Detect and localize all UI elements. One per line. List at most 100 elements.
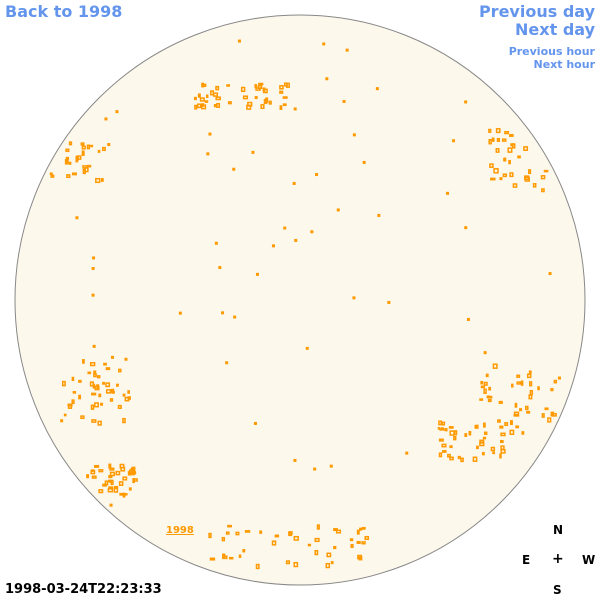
previous-hour-link[interactable]: Previous hour bbox=[508, 45, 595, 58]
next-day-link[interactable]: Next day bbox=[515, 20, 595, 39]
active-region-mark bbox=[449, 445, 453, 449]
active-region-mark bbox=[89, 381, 94, 387]
active-region-mark bbox=[499, 425, 504, 429]
active-region-mark bbox=[511, 383, 514, 388]
active-region-mark bbox=[253, 421, 257, 425]
active-region-mark bbox=[90, 404, 95, 410]
active-region-mark bbox=[127, 471, 132, 476]
active-region-mark bbox=[492, 451, 496, 455]
active-region-mark bbox=[516, 381, 522, 385]
active-region-mark bbox=[108, 486, 114, 489]
active-region-mark bbox=[322, 42, 326, 46]
active-region-mark bbox=[500, 449, 506, 454]
active-region-mark bbox=[238, 554, 242, 558]
active-region-mark bbox=[357, 554, 363, 560]
active-region-mark bbox=[214, 241, 218, 245]
back-to-year-link[interactable]: Back to 1998 bbox=[5, 2, 123, 21]
active-region-mark bbox=[201, 104, 207, 110]
active-region-mark bbox=[509, 133, 514, 137]
previous-day-link[interactable]: Previous day bbox=[478, 2, 595, 21]
active-region-mark bbox=[108, 475, 113, 479]
solar-disk bbox=[14, 14, 586, 586]
next-hour-link[interactable]: Next hour bbox=[533, 58, 596, 71]
active-region-mark bbox=[330, 561, 334, 565]
active-region-mark bbox=[86, 474, 90, 479]
active-region-mark bbox=[521, 431, 525, 435]
active-region-mark bbox=[285, 560, 291, 565]
active-region-mark bbox=[528, 370, 532, 374]
active-region-mark bbox=[528, 394, 533, 400]
active-region-mark bbox=[335, 529, 342, 534]
active-region-mark bbox=[453, 430, 458, 436]
active-region-mark bbox=[113, 485, 119, 489]
active-region-mark bbox=[204, 100, 209, 103]
active-region-mark bbox=[345, 48, 349, 52]
active-region-mark bbox=[483, 422, 486, 428]
active-region-mark bbox=[483, 381, 488, 386]
active-region-mark bbox=[282, 96, 288, 99]
active-region-mark bbox=[221, 311, 225, 315]
active-region-mark bbox=[87, 164, 92, 168]
active-region-mark bbox=[279, 85, 284, 90]
active-region-mark bbox=[501, 138, 507, 142]
active-region-mark bbox=[227, 101, 232, 105]
active-region-mark bbox=[262, 87, 266, 92]
active-region-mark bbox=[71, 376, 75, 382]
active-region-mark bbox=[279, 105, 283, 110]
active-region-mark bbox=[557, 376, 561, 380]
active-region-mark bbox=[122, 492, 126, 498]
active-region-mark bbox=[72, 391, 77, 394]
active-region-mark bbox=[361, 541, 366, 545]
active-region-mark bbox=[519, 408, 523, 412]
active-region-mark bbox=[98, 489, 104, 494]
active-region-mark bbox=[342, 99, 346, 103]
active-region-mark bbox=[472, 456, 478, 462]
active-region-mark bbox=[438, 420, 442, 426]
active-region-mark bbox=[503, 158, 506, 162]
active-region-mark bbox=[81, 150, 85, 156]
active-region-mark bbox=[509, 172, 514, 178]
active-region-mark bbox=[105, 389, 112, 394]
active-region-mark bbox=[235, 531, 240, 536]
active-region-mark bbox=[208, 532, 212, 539]
active-region-mark bbox=[468, 430, 472, 436]
active-region-mark bbox=[496, 137, 501, 142]
active-region-mark bbox=[509, 429, 515, 435]
active-region-mark bbox=[375, 87, 379, 91]
active-region-mark bbox=[225, 531, 230, 535]
active-region-mark bbox=[499, 453, 502, 459]
active-region-mark bbox=[84, 167, 89, 173]
compass-south: S bbox=[553, 583, 562, 597]
active-region-mark bbox=[107, 143, 111, 147]
active-region-mark bbox=[305, 346, 309, 350]
active-region-mark bbox=[524, 175, 530, 181]
active-region-mark bbox=[487, 398, 492, 403]
active-region-mark bbox=[495, 128, 501, 134]
year-link[interactable]: 1998 bbox=[166, 525, 194, 536]
active-region-mark bbox=[103, 362, 107, 366]
active-region-mark bbox=[227, 524, 233, 528]
active-region-mark bbox=[483, 388, 487, 394]
active-regions bbox=[49, 39, 561, 570]
active-region-mark bbox=[97, 149, 101, 153]
active-region-mark bbox=[550, 388, 554, 392]
active-region-mark bbox=[98, 393, 102, 398]
active-region-mark bbox=[233, 315, 237, 319]
active-region-mark bbox=[489, 163, 494, 168]
active-region-mark bbox=[254, 96, 258, 100]
active-region-mark bbox=[544, 407, 549, 411]
active-region-mark bbox=[90, 144, 94, 148]
active-region-mark bbox=[86, 144, 91, 150]
active-region-mark bbox=[352, 133, 356, 137]
active-region-mark bbox=[356, 540, 361, 544]
active-region-mark bbox=[490, 177, 496, 181]
active-region-mark bbox=[529, 381, 533, 387]
active-region-mark bbox=[310, 230, 314, 234]
active-region-mark bbox=[464, 433, 468, 437]
active-region-mark bbox=[474, 425, 479, 429]
active-region-mark bbox=[504, 422, 509, 427]
observation-timestamp: 1998-03-24T22:23:33 bbox=[5, 582, 162, 597]
active-region-mark bbox=[446, 191, 450, 195]
active-region-mark bbox=[441, 421, 446, 426]
active-region-mark bbox=[457, 455, 461, 460]
